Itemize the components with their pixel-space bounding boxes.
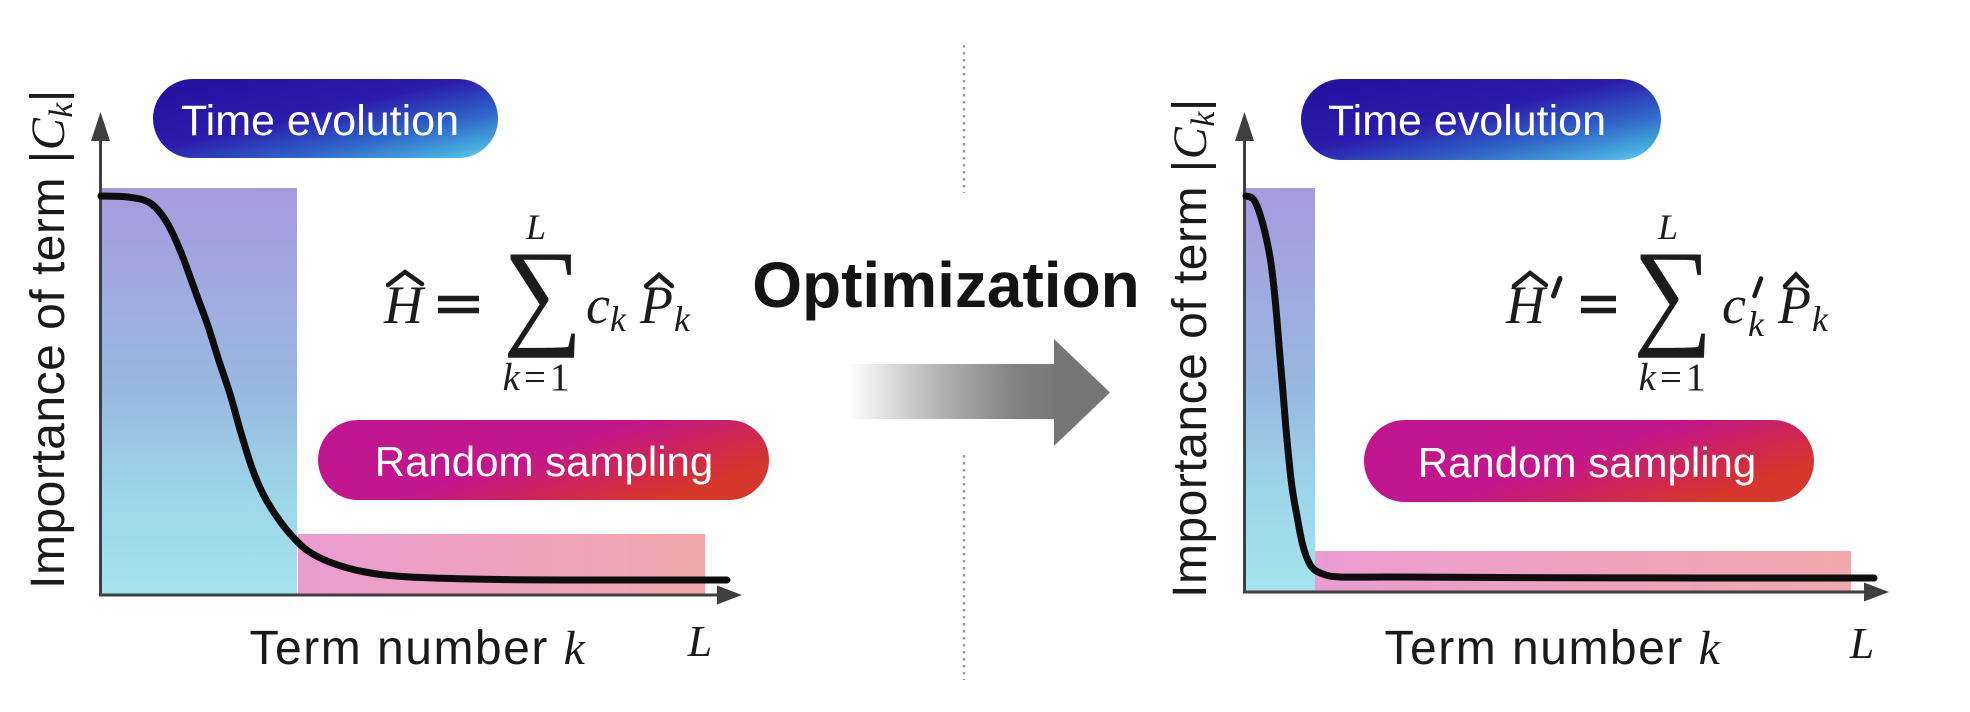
svg-text:c: c [1722,275,1746,335]
svg-text:k: k [1748,304,1765,344]
svg-text:Time evolution: Time evolution [181,97,459,145]
svg-text:∑: ∑ [1633,226,1713,358]
svg-text:Time evolution: Time evolution [1328,97,1606,145]
svg-text:k: k [610,299,627,339]
svg-text:Importance of term |Ck|: Importance of term |Ck| [22,89,80,589]
svg-text:∑: ∑ [503,226,583,358]
svg-text:Importance of term |Ck|: Importance of term |Ck| [1164,98,1222,598]
svg-text:Term number k: Term number k [1385,622,1722,675]
svg-text:L: L [1657,207,1678,247]
svg-text:L: L [1849,619,1874,668]
svg-text:c: c [586,275,610,335]
svg-text:k=1: k=1 [503,356,574,399]
svg-text:k=1: k=1 [1639,356,1710,399]
svg-text:L: L [687,617,712,666]
svg-text:L: L [525,207,546,247]
svg-text:Random sampling: Random sampling [375,438,714,485]
svg-text:Random sampling: Random sampling [1418,439,1757,486]
svg-text:k: k [674,299,691,339]
svg-text:Term number k: Term number k [250,622,587,675]
svg-text:k: k [1812,299,1829,339]
svg-text:Optimization: Optimization [752,249,1140,321]
